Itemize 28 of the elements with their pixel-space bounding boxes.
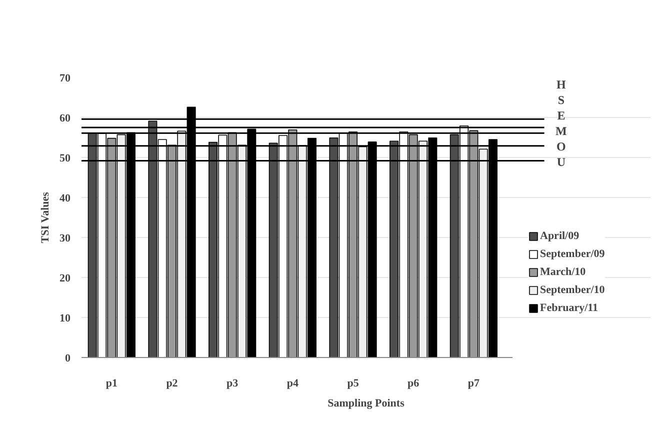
text: E xyxy=(557,108,566,122)
legend-label: September/09 xyxy=(540,248,605,260)
x-tick-label: p7 xyxy=(468,378,480,390)
legend-label: March/10 xyxy=(540,266,586,278)
legend-label: April/09 xyxy=(540,230,580,242)
text: O xyxy=(556,140,566,154)
x-tick-label: p1 xyxy=(106,378,118,390)
x-axis-title: Sampling Points xyxy=(328,398,406,410)
legend-label: September/10 xyxy=(540,284,605,296)
text: M xyxy=(556,124,567,138)
x-tick-label: p3 xyxy=(226,378,239,390)
x-tick-label: p6 xyxy=(408,378,420,390)
y-tick-label: 40 xyxy=(60,192,71,204)
y-axis-title: TSI Values xyxy=(40,191,52,244)
y-tick-label: 0 xyxy=(65,352,71,364)
y-tick-label: 60 xyxy=(60,112,71,124)
legend-label: February/11 xyxy=(540,302,598,314)
text: S xyxy=(558,93,565,107)
x-tick-label: p2 xyxy=(166,378,178,390)
x-tick-label: p4 xyxy=(286,378,299,390)
y-tick-label: 70 xyxy=(60,72,71,84)
x-tick-label: p5 xyxy=(347,378,360,390)
text: H xyxy=(556,78,567,92)
y-tick-label: 10 xyxy=(60,312,71,324)
y-tick-label: 50 xyxy=(60,152,71,164)
y-tick-label: 30 xyxy=(60,232,71,244)
text: U xyxy=(556,155,566,169)
y-tick-label: 20 xyxy=(60,272,71,284)
